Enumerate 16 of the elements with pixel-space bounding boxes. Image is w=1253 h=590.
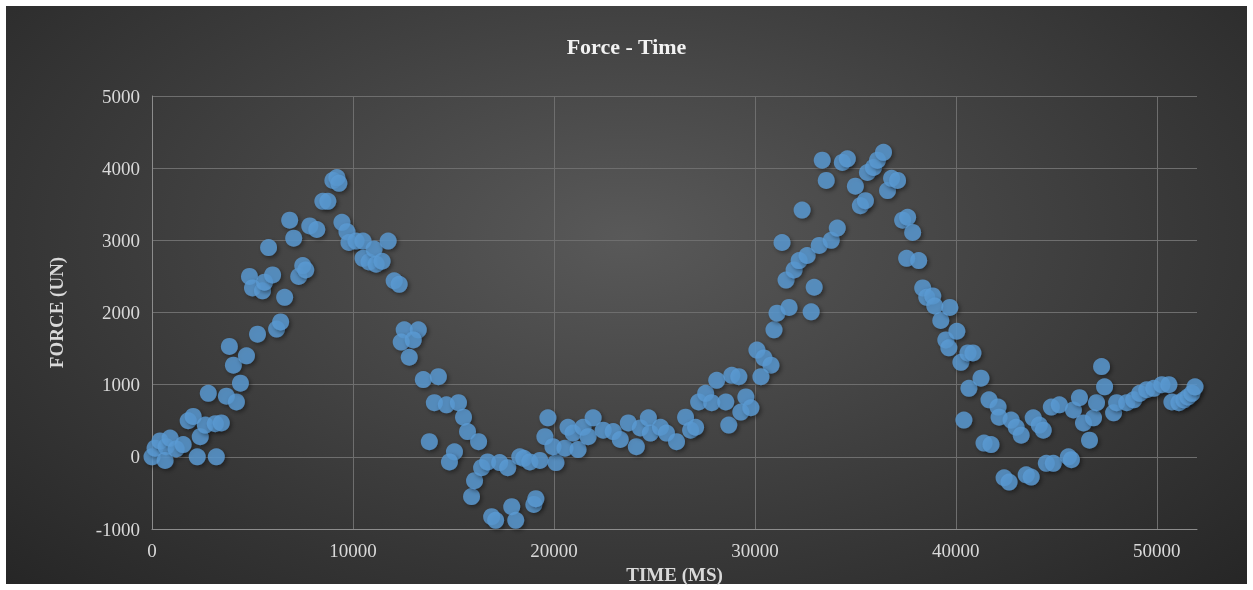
y-tick-label: -1000 xyxy=(95,518,140,540)
x-tick-label: 40000 xyxy=(932,540,980,561)
chart-title: Force - Time xyxy=(566,33,687,59)
y-tick-label: 5000 xyxy=(102,85,140,107)
y-tick-label: 1000 xyxy=(102,374,140,396)
x-tick-label: 20000 xyxy=(530,540,578,561)
x-tick-label: 0 xyxy=(147,540,157,561)
x-tick-label: 10000 xyxy=(329,540,377,561)
x-axis-title: TIME (MS) xyxy=(626,564,723,586)
y-tick-label: 2000 xyxy=(102,302,140,323)
y-tick-label: 4000 xyxy=(102,157,140,179)
y-tick-label: 3000 xyxy=(102,229,140,251)
y-axis-title: FORCE (UN) xyxy=(46,256,68,369)
x-tick-label: 30000 xyxy=(731,540,779,561)
x-tick-label: 50000 xyxy=(1133,540,1181,561)
y-tick-label: 0 xyxy=(130,446,140,468)
